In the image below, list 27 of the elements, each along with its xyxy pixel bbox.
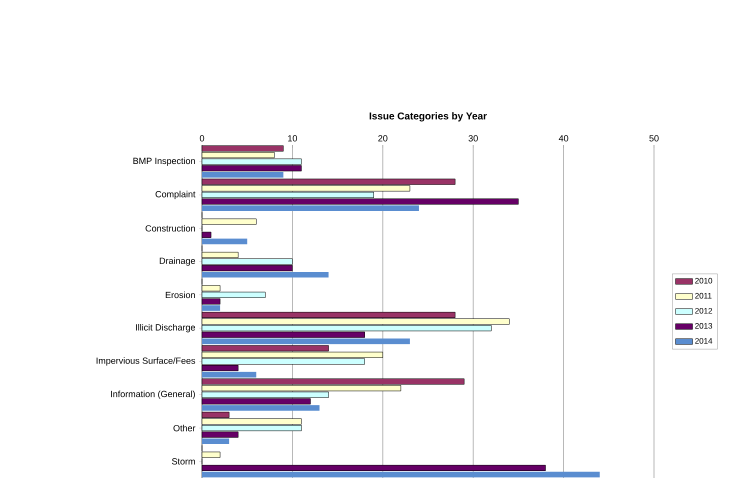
y-tick-label: Impervious Surface/Fees xyxy=(96,357,196,366)
x-tick-label: 40 xyxy=(558,135,568,142)
bar xyxy=(202,205,419,211)
x-tick-label: 20 xyxy=(378,135,388,142)
bar xyxy=(202,272,329,278)
bar xyxy=(202,405,320,411)
bar xyxy=(202,472,600,478)
y-tick-label: Construction xyxy=(146,224,195,232)
y-tick-label: Drainage xyxy=(160,257,196,266)
x-tick-label: 10 xyxy=(288,135,298,142)
bar xyxy=(202,372,256,378)
y-tick-label: Erosion xyxy=(166,292,195,298)
y-tick-label: Complaint xyxy=(156,190,196,200)
chart-title: Issue Categories by Year xyxy=(370,112,487,122)
bar xyxy=(202,238,248,244)
x-tick-label: 50 xyxy=(649,135,659,142)
y-tick-label: Illicit Discharge xyxy=(136,324,196,332)
bar xyxy=(202,172,284,178)
y-tick-label: Other xyxy=(173,424,196,432)
x-tick-label: 30 xyxy=(468,135,478,142)
bar xyxy=(202,305,220,311)
bar xyxy=(202,438,230,444)
y-tick-label: Information (General) xyxy=(111,390,195,399)
y-tick-label: Storm xyxy=(172,458,195,465)
bar xyxy=(202,338,410,344)
x-tick-label: 0 xyxy=(200,135,204,142)
y-tick-label: BMP Inspection xyxy=(133,157,195,166)
